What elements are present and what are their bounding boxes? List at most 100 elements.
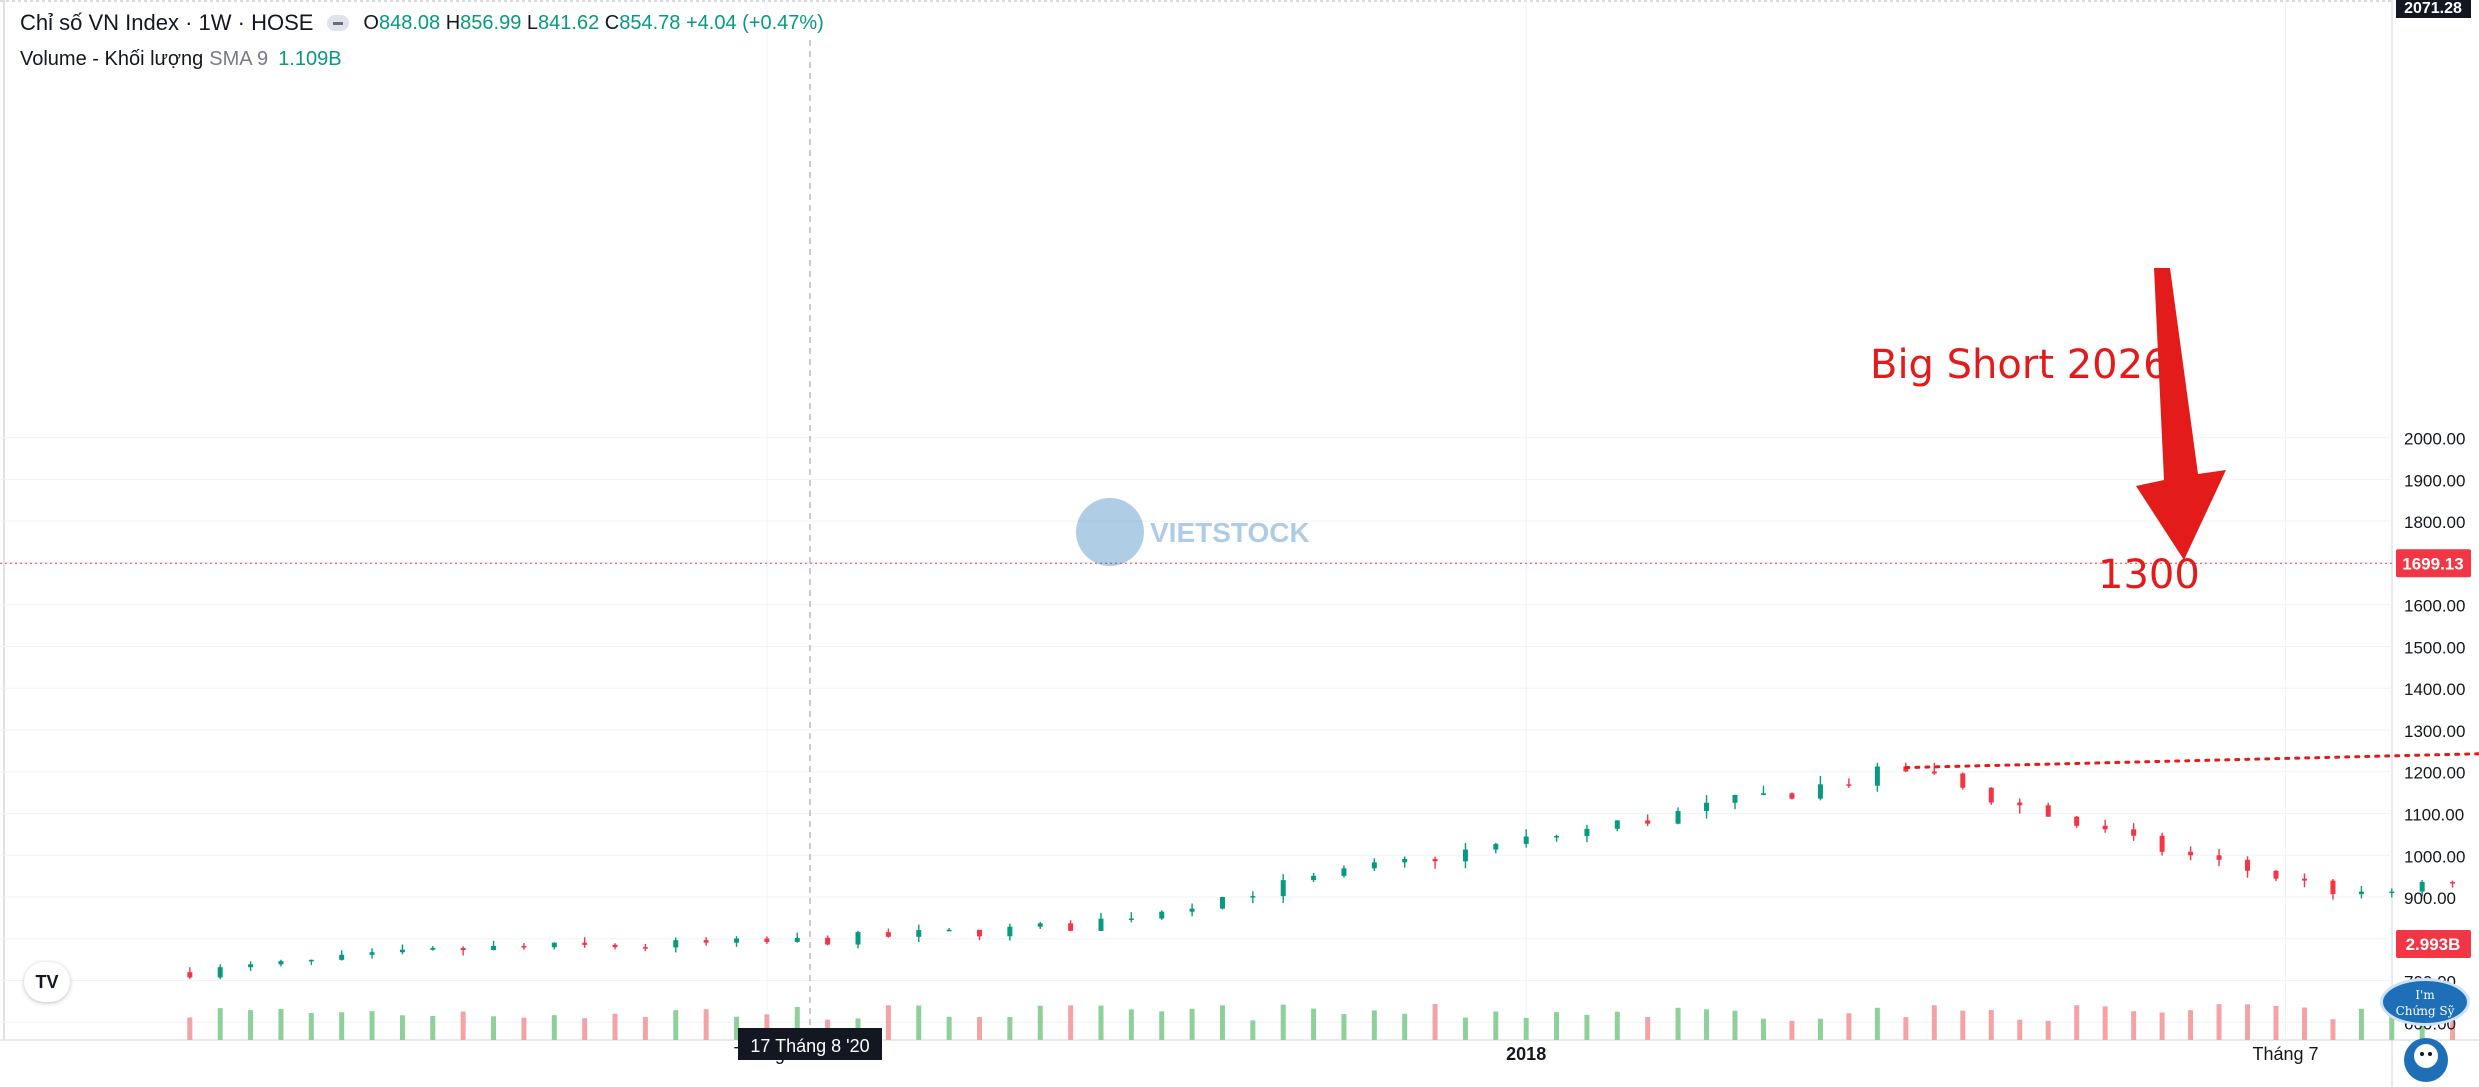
volume-bar-28 bbox=[1037, 1005, 1043, 1040]
candle-body-27 bbox=[1007, 926, 1013, 937]
candle-body-59 bbox=[1960, 773, 1966, 788]
candle-body-14 bbox=[612, 944, 618, 948]
candle-body-64 bbox=[2102, 825, 2108, 830]
volume-bar-63 bbox=[2074, 1005, 2080, 1040]
candle-body-42 bbox=[1462, 849, 1468, 862]
volume-bar-26 bbox=[976, 1017, 982, 1040]
candle-body-7 bbox=[399, 949, 405, 953]
volume-bar-37 bbox=[1311, 1008, 1317, 1040]
volume-bar-34 bbox=[1219, 1005, 1225, 1040]
volume-bar-12 bbox=[551, 1015, 557, 1040]
volume-bar-33 bbox=[1189, 1008, 1195, 1040]
im-chung-sy-stamp: I'm Chứng Sỹ bbox=[2380, 978, 2470, 1026]
volume-bar-23 bbox=[885, 1005, 891, 1040]
price-badges: 2071.28 1699.13 2.993B bbox=[2396, 0, 2471, 958]
volume-bar-20 bbox=[794, 1006, 800, 1040]
volume-bar-36 bbox=[1280, 1004, 1286, 1040]
candle-body-26 bbox=[976, 929, 982, 937]
volume-bar-69 bbox=[2245, 1004, 2251, 1040]
volume-bar-61 bbox=[2017, 1019, 2023, 1040]
candle-body-51 bbox=[1732, 794, 1738, 803]
volume-bar-30 bbox=[1098, 1005, 1104, 1040]
candle-body-47 bbox=[1614, 820, 1620, 829]
candle-body-15 bbox=[642, 947, 648, 949]
price-tick-1600: 1600.00 bbox=[2404, 597, 2465, 616]
volume-value: 1.109B bbox=[278, 48, 342, 70]
candle-body-21 bbox=[825, 937, 831, 945]
candle-body-45 bbox=[1554, 836, 1560, 838]
candle-body-39 bbox=[1371, 862, 1377, 869]
low-value: 841.62 bbox=[538, 11, 600, 34]
candle-body-3 bbox=[278, 961, 284, 965]
candle-body-0 bbox=[187, 972, 193, 978]
candle-body-69 bbox=[2245, 859, 2251, 871]
candle-body-13 bbox=[582, 942, 588, 945]
volume-bar-50 bbox=[1704, 1009, 1710, 1040]
volume-bar-49 bbox=[1675, 1007, 1681, 1040]
volume-bar-14 bbox=[612, 1013, 618, 1040]
candle-body-44 bbox=[1523, 836, 1529, 844]
candle-body-25 bbox=[946, 929, 952, 932]
volume-bar-5 bbox=[339, 1012, 345, 1040]
volume-bar-56 bbox=[1874, 1007, 1880, 1040]
collapse-legend-icon[interactable] bbox=[327, 15, 350, 31]
volume-bar-46 bbox=[1584, 1014, 1590, 1040]
volume-bar-45 bbox=[1554, 1012, 1560, 1040]
ohlc-values: O848.08 H856.99 L841.62 C854.78 +4.04 (+… bbox=[363, 11, 824, 34]
time-axis[interactable]: Tháng 72018Tháng 7201920202021Tháng 7202… bbox=[734, 1044, 2479, 1064]
volume-bar-51 bbox=[1732, 1010, 1738, 1040]
volume-bar-62 bbox=[2045, 1020, 2051, 1040]
candle-body-60 bbox=[1988, 787, 1994, 803]
crosshair-date-badge: 17 Tháng 8 '20 bbox=[738, 1028, 882, 1060]
candle-body-1 bbox=[217, 967, 223, 978]
volume-bar-40 bbox=[1402, 1013, 1408, 1040]
current-price-badge: 1699.13 bbox=[2402, 554, 2463, 573]
sma-label: SMA 9 bbox=[209, 48, 269, 70]
stamp-line-1: I'm bbox=[2415, 988, 2435, 1002]
candle-body-31 bbox=[1128, 918, 1134, 920]
watermark-logo bbox=[1076, 498, 1144, 566]
down-arrow-icon[interactable] bbox=[2136, 268, 2226, 560]
price-tick-1900: 1900.00 bbox=[2404, 471, 2465, 490]
change-value: +4.04 (+0.47%) bbox=[685, 11, 824, 34]
big-short-annotation[interactable]: Big Short 2026 bbox=[1870, 342, 2169, 388]
candle-body-65 bbox=[2131, 829, 2137, 836]
volume-bar-74 bbox=[2389, 1011, 2395, 1040]
candle-body-34 bbox=[1219, 897, 1225, 909]
axis-top-label: 2071.28 bbox=[2404, 0, 2462, 17]
volume-bar-73 bbox=[2358, 1008, 2364, 1040]
target-1300-annotation[interactable]: 1300 bbox=[2098, 552, 2200, 598]
volume-bar-0 bbox=[187, 1017, 193, 1040]
candle-body-43 bbox=[1493, 843, 1499, 850]
volume-legend[interactable]: Volume - Khối lượng SMA 9 1.109B bbox=[20, 48, 342, 71]
candle-body-24 bbox=[916, 930, 922, 937]
volume-bar-53 bbox=[1789, 1020, 1795, 1040]
candle-body-4 bbox=[308, 959, 314, 962]
price-tick-1800: 1800.00 bbox=[2404, 513, 2465, 532]
time-tick-1: 2018 bbox=[1506, 1044, 1546, 1064]
high-value: 856.99 bbox=[460, 11, 522, 34]
symbol-legend[interactable]: Chỉ số VN Index · 1W · HOSE O848.08 H856… bbox=[20, 10, 824, 36]
volume-bar-48 bbox=[1645, 1016, 1651, 1040]
candle-body-52 bbox=[1760, 793, 1766, 795]
price-tick-2000: 2000.00 bbox=[2404, 430, 2465, 449]
volume-bar-15 bbox=[642, 1017, 648, 1040]
volume-bar-13 bbox=[582, 1018, 588, 1040]
volume-bar-54 bbox=[1817, 1018, 1823, 1040]
symbol-title[interactable]: Chỉ số VN Index · 1W · HOSE bbox=[20, 10, 314, 35]
vietstock-watermark: VIETSTOCK bbox=[1076, 498, 1310, 566]
candle-body-71 bbox=[2301, 878, 2307, 881]
tradingview-logo-icon[interactable]: TV bbox=[24, 962, 70, 1002]
volume-bar-67 bbox=[2188, 1010, 2194, 1040]
volume-bar-71 bbox=[2301, 1007, 2307, 1040]
current-volume-badge: 2.993B bbox=[2406, 935, 2461, 954]
volume-bar-35 bbox=[1250, 1020, 1256, 1040]
volume-bar-41 bbox=[1432, 1004, 1438, 1040]
volume-bar-59 bbox=[1960, 1010, 1966, 1040]
volume-bar-57 bbox=[1903, 1017, 1909, 1040]
candle-body-18 bbox=[734, 938, 740, 943]
annotation-layer[interactable]: Big Short 2026 1300 bbox=[1870, 268, 2226, 598]
candle-body-53 bbox=[1789, 793, 1795, 799]
